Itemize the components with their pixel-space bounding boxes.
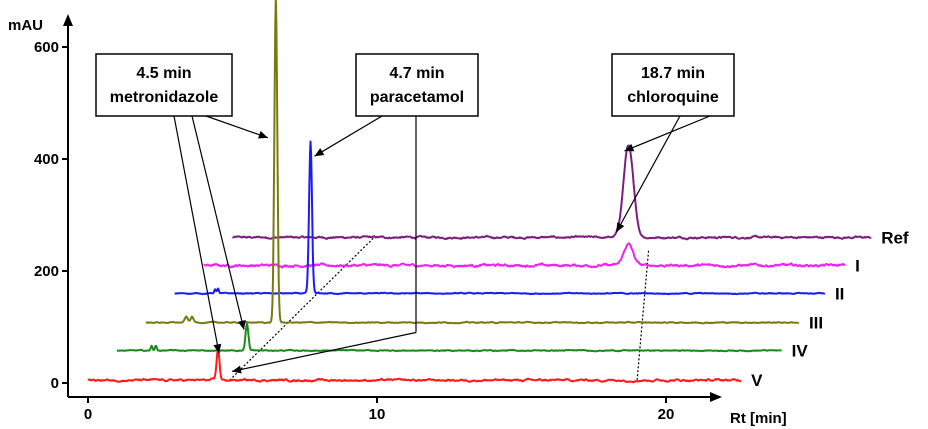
annotation-text: 4.7 min [389, 65, 444, 82]
annotation-pointer [314, 115, 383, 157]
trace-ii [174, 140, 826, 296]
annotation-box [355, 53, 479, 117]
annotation-pointer [191, 115, 245, 330]
annotation-pointer [205, 115, 269, 139]
pointer-arrowhead [232, 365, 242, 374]
pointer-arrowhead [213, 343, 222, 354]
trace-label-ref: Ref [881, 228, 909, 247]
x-tick-label: 20 [658, 406, 675, 423]
y-tick-label: 200 [34, 263, 59, 280]
chromatogram-traces [87, 0, 872, 384]
trace-label-ii: II [835, 284, 844, 303]
trace-ref [232, 144, 872, 241]
pointer-arrowhead [616, 222, 625, 233]
annotation-text: metronidazole [110, 89, 219, 106]
annotation-text: chloroquine [627, 89, 719, 106]
annotation-boxes: 4.5 min metronidazole 4.7 min paracetamol 18… [95, 53, 735, 117]
pointer-arrowhead [314, 148, 325, 157]
trace-label-i: I [855, 256, 860, 275]
pointer-arrowhead [237, 319, 246, 330]
annotation-pointer [231, 331, 417, 372]
annotation-text: paracetamol [370, 89, 464, 106]
annotation-box [95, 53, 233, 117]
annotation-pointers [173, 115, 711, 374]
trace-label-v: V [751, 371, 763, 390]
x-axis-title: Rt [min] [730, 410, 787, 427]
annotation-box [611, 53, 735, 117]
y-tick-label: 0 [51, 375, 59, 392]
axes-group: 0 200 400 600 0 10 20 [34, 14, 722, 423]
retention-guide [636, 249, 650, 381]
x-tick-label: 10 [369, 406, 386, 423]
annotation-text: 4.5 min [136, 65, 191, 82]
annotation-text: 18.7 min [641, 65, 705, 82]
trace-v [87, 347, 742, 384]
y-tick-label: 600 [34, 39, 59, 56]
x-axis-arrow [710, 392, 722, 402]
trace-label-iii: III [809, 314, 823, 333]
annotation-pointer [173, 115, 220, 354]
y-axis-title: mAU [8, 17, 43, 34]
trace-iv [116, 322, 782, 353]
trace-iii [145, 0, 800, 325]
y-tick-label: 400 [34, 151, 59, 168]
trace-i [203, 242, 846, 269]
trace-label-iv: IV [792, 342, 809, 361]
x-tick-label: 0 [84, 406, 92, 423]
pointer-arrowhead [624, 143, 635, 152]
retention-guide [229, 236, 375, 381]
y-axis-arrow [63, 14, 73, 26]
annotation-pointer [615, 115, 681, 233]
pointer-arrowhead [258, 130, 268, 139]
annotation-pointer [624, 115, 711, 152]
retention-guide-lines [229, 236, 650, 381]
